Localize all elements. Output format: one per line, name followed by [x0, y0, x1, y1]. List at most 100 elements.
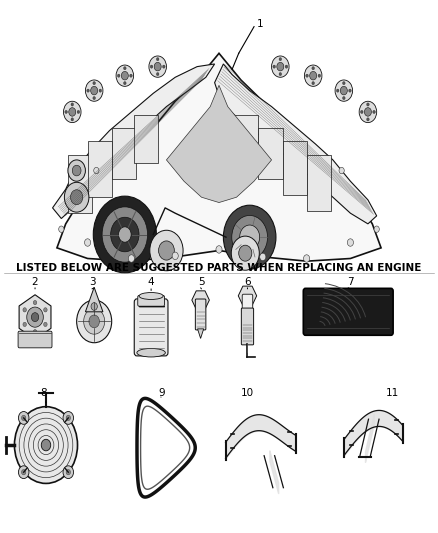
Circle shape — [285, 65, 288, 68]
Text: 9: 9 — [159, 389, 166, 398]
Circle shape — [84, 309, 105, 334]
Circle shape — [279, 58, 282, 61]
Circle shape — [374, 226, 379, 232]
Circle shape — [27, 307, 43, 327]
Circle shape — [312, 67, 314, 70]
Circle shape — [93, 96, 95, 100]
Circle shape — [18, 466, 29, 479]
Circle shape — [124, 67, 126, 70]
Circle shape — [23, 322, 26, 327]
Circle shape — [44, 308, 47, 312]
Circle shape — [359, 101, 377, 123]
Polygon shape — [166, 85, 272, 203]
Text: 8: 8 — [40, 389, 47, 398]
Polygon shape — [19, 295, 51, 340]
Text: 5: 5 — [198, 278, 205, 287]
Circle shape — [116, 65, 134, 86]
Circle shape — [85, 239, 91, 246]
Polygon shape — [238, 286, 257, 305]
Circle shape — [77, 110, 80, 114]
Circle shape — [162, 65, 165, 68]
Circle shape — [279, 72, 282, 76]
Circle shape — [130, 74, 132, 77]
Circle shape — [260, 253, 266, 261]
Circle shape — [149, 56, 166, 77]
Bar — [134, 115, 158, 163]
Polygon shape — [198, 329, 204, 338]
Circle shape — [223, 205, 276, 269]
Text: 7: 7 — [347, 278, 354, 287]
Polygon shape — [57, 53, 381, 261]
Circle shape — [231, 236, 259, 270]
Circle shape — [21, 470, 26, 475]
Polygon shape — [215, 64, 377, 224]
Circle shape — [41, 439, 51, 451]
Circle shape — [85, 80, 103, 101]
Text: 10: 10 — [241, 389, 254, 398]
Circle shape — [117, 74, 120, 77]
Circle shape — [232, 215, 268, 259]
Circle shape — [72, 165, 81, 176]
Circle shape — [304, 255, 310, 262]
Circle shape — [66, 415, 71, 421]
FancyBboxPatch shape — [303, 288, 393, 335]
Circle shape — [102, 207, 148, 262]
Circle shape — [91, 303, 97, 310]
Circle shape — [59, 226, 64, 232]
Circle shape — [272, 56, 289, 77]
Circle shape — [68, 160, 85, 181]
Circle shape — [63, 466, 74, 479]
Circle shape — [335, 80, 353, 101]
Circle shape — [128, 255, 134, 262]
Circle shape — [65, 110, 67, 114]
Ellipse shape — [139, 293, 163, 300]
Bar — [307, 155, 331, 211]
Circle shape — [69, 108, 76, 116]
Circle shape — [156, 72, 159, 76]
Circle shape — [71, 103, 74, 106]
Circle shape — [93, 82, 95, 85]
Circle shape — [89, 315, 99, 328]
Circle shape — [23, 308, 26, 312]
Circle shape — [340, 86, 347, 95]
Text: LISTED BELOW ARE SUGGESTED PARTS WHEN REPLACING AN ENGINE: LISTED BELOW ARE SUGGESTED PARTS WHEN RE… — [16, 263, 422, 273]
Circle shape — [94, 167, 99, 174]
Circle shape — [306, 74, 308, 77]
Circle shape — [318, 74, 321, 77]
Circle shape — [32, 313, 39, 321]
Circle shape — [360, 110, 363, 114]
Text: 2: 2 — [32, 278, 39, 287]
Bar — [68, 155, 92, 213]
Circle shape — [239, 245, 252, 261]
Circle shape — [159, 241, 174, 260]
Bar — [88, 141, 112, 197]
FancyBboxPatch shape — [195, 299, 206, 330]
Circle shape — [172, 252, 178, 260]
Circle shape — [343, 82, 345, 85]
Circle shape — [33, 329, 37, 334]
FancyBboxPatch shape — [138, 295, 164, 306]
Circle shape — [373, 110, 375, 114]
Text: 4: 4 — [148, 278, 155, 287]
Circle shape — [216, 246, 222, 253]
Circle shape — [71, 190, 83, 205]
Circle shape — [119, 227, 131, 242]
Circle shape — [273, 65, 276, 68]
Bar — [258, 128, 283, 179]
Circle shape — [343, 96, 345, 100]
Circle shape — [64, 101, 81, 123]
Circle shape — [91, 86, 98, 95]
Circle shape — [63, 411, 74, 424]
Circle shape — [87, 89, 89, 92]
Circle shape — [312, 82, 314, 85]
Circle shape — [93, 196, 156, 273]
Circle shape — [71, 118, 74, 121]
Bar — [112, 128, 136, 179]
Circle shape — [310, 71, 317, 80]
Circle shape — [44, 322, 47, 327]
Circle shape — [18, 411, 29, 424]
Text: 1: 1 — [257, 19, 264, 29]
Polygon shape — [85, 287, 103, 312]
Circle shape — [21, 415, 26, 421]
Text: 11: 11 — [385, 389, 399, 398]
